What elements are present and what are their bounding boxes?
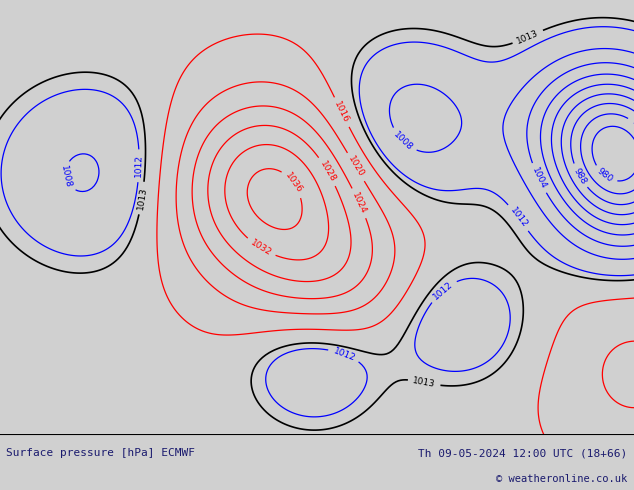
Text: 1028: 1028: [318, 159, 337, 184]
Text: 1013: 1013: [515, 28, 540, 46]
Text: 1016: 1016: [333, 100, 351, 124]
Text: 1004: 1004: [530, 166, 548, 191]
Text: 1012: 1012: [508, 206, 529, 230]
Text: 980: 980: [595, 167, 615, 185]
Text: Th 09-05-2024 12:00 UTC (18+66): Th 09-05-2024 12:00 UTC (18+66): [418, 448, 628, 458]
Text: 1008: 1008: [392, 130, 415, 152]
Text: 1024: 1024: [351, 191, 368, 215]
Text: 1012: 1012: [332, 346, 356, 363]
Text: 1032: 1032: [249, 238, 273, 258]
Text: 1012: 1012: [134, 154, 144, 177]
Text: 1013: 1013: [136, 186, 148, 210]
Text: 1036: 1036: [283, 171, 304, 195]
Text: 984: 984: [630, 118, 634, 136]
Text: 988: 988: [571, 166, 588, 186]
Text: 1013: 1013: [412, 376, 436, 389]
Text: 1012: 1012: [431, 280, 455, 301]
Text: 1008: 1008: [59, 165, 73, 189]
Text: © weatheronline.co.uk: © weatheronline.co.uk: [496, 474, 628, 484]
Text: 1020: 1020: [346, 155, 366, 179]
Text: Surface pressure [hPa] ECMWF: Surface pressure [hPa] ECMWF: [6, 448, 195, 458]
